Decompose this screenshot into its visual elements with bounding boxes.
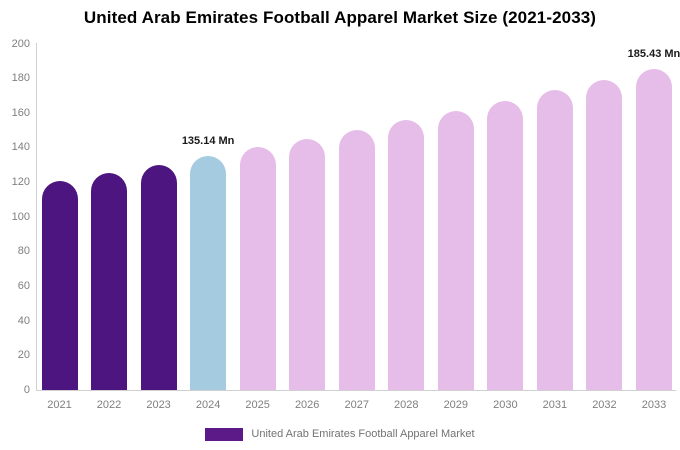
y-tick-label: 0 (23, 384, 30, 396)
bar-2033[interactable] (635, 68, 672, 390)
x-tick-label: 2024 (195, 399, 221, 411)
bar-2031[interactable] (536, 90, 573, 390)
x-tick-label: 2026 (294, 399, 320, 411)
bar-2029[interactable] (437, 110, 474, 390)
y-tick-label: 80 (17, 245, 30, 258)
x-tick-label: 2027 (344, 399, 369, 411)
x-tick-label: 2032 (592, 399, 617, 411)
bar-2024[interactable] (190, 155, 227, 390)
legend-label: United Arab Emirates Football Apparel Ma… (251, 428, 475, 440)
data-label-2033: 185.43 Mn (627, 47, 680, 60)
x-tick-label: 2021 (47, 399, 72, 411)
bar-2021[interactable] (41, 180, 78, 390)
chart-title: United Arab Emirates Football Apparel Ma… (83, 8, 597, 27)
y-tick-label: 200 (11, 37, 30, 50)
y-tick-label: 120 (11, 176, 30, 189)
y-tick-label: 160 (11, 106, 30, 119)
y-tick-label: 140 (11, 141, 30, 154)
bar-2030[interactable] (487, 100, 524, 390)
x-tick-label: 2029 (443, 399, 469, 411)
x-tick-label: 2025 (245, 399, 270, 411)
bar-2023[interactable] (140, 164, 177, 390)
bar-2032[interactable] (586, 79, 623, 390)
y-axis-line (36, 43, 37, 390)
bar-2026[interactable] (289, 138, 326, 390)
y-tick-label: 40 (17, 314, 30, 327)
y-tick-label: 180 (11, 72, 30, 85)
y-tick-label: 100 (11, 210, 30, 223)
y-tick-label: 20 (17, 349, 30, 362)
x-tick-label: 2023 (146, 399, 171, 411)
x-tick-label: 2028 (394, 399, 419, 411)
data-label-2024: 135.14 Mn (181, 134, 235, 147)
bar-2025[interactable] (239, 147, 276, 390)
bar-2027[interactable] (338, 129, 375, 390)
bar-2022[interactable] (91, 172, 128, 390)
legend-swatch (205, 428, 244, 441)
y-tick-label: 60 (17, 280, 30, 293)
bar-2028[interactable] (388, 120, 425, 390)
x-tick-label: 2030 (493, 399, 518, 411)
x-axis-line (36, 390, 676, 391)
x-tick-label: 2033 (641, 399, 667, 411)
x-tick-label: 2031 (542, 399, 568, 411)
x-tick-label: 2022 (96, 399, 122, 411)
legend[interactable]: United Arab Emirates Football Apparel Ma… (0, 427, 680, 442)
